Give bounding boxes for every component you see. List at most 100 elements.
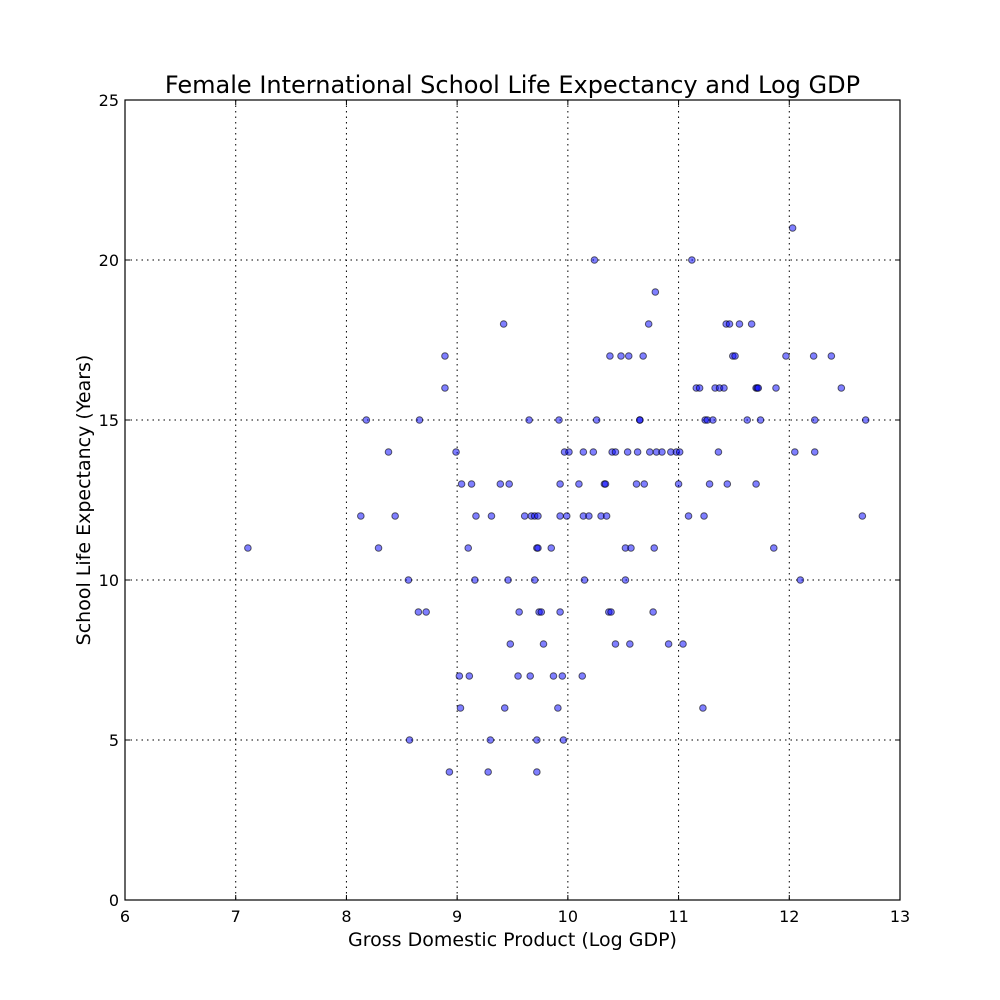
data-point	[547, 544, 556, 552]
data-point	[558, 672, 567, 680]
data-point	[809, 352, 818, 360]
data-point	[486, 736, 495, 744]
data-point	[391, 512, 399, 520]
x-tick-label: 12	[779, 907, 799, 926]
data-point	[796, 576, 805, 584]
y-tick-label: 0	[109, 891, 119, 910]
data-point	[645, 448, 654, 456]
data-point	[725, 320, 734, 328]
data-point	[636, 416, 644, 424]
data-point	[504, 576, 512, 584]
data-point	[858, 512, 867, 520]
data-point	[626, 640, 634, 648]
data-point	[575, 480, 583, 488]
data-point	[658, 448, 666, 456]
chart-title: Female International School Life Expecta…	[165, 71, 860, 99]
data-point	[422, 608, 430, 616]
data-point	[539, 640, 548, 648]
data-point	[500, 704, 509, 712]
data-point	[515, 608, 523, 616]
data-point	[452, 448, 460, 456]
data-point	[674, 480, 683, 488]
data-point	[465, 672, 474, 680]
data-point	[679, 640, 687, 648]
data-point	[580, 576, 589, 584]
data-point	[520, 512, 529, 520]
data-point	[525, 416, 533, 424]
data-point	[559, 736, 568, 744]
data-point	[606, 352, 614, 360]
data-point	[743, 416, 752, 424]
data-point	[562, 512, 571, 520]
grid-layer	[125, 100, 900, 900]
data-point	[362, 416, 371, 424]
data-point	[415, 416, 424, 424]
data-point	[602, 512, 611, 520]
data-point	[441, 384, 449, 392]
data-point	[633, 448, 642, 456]
data-point	[639, 352, 647, 360]
x-tick-label: 13	[890, 907, 910, 926]
data-point	[565, 448, 573, 456]
data-point	[607, 608, 615, 616]
data-point	[471, 576, 479, 584]
data-point	[700, 512, 708, 520]
data-point	[640, 480, 649, 488]
data-point	[533, 736, 541, 744]
data-point	[556, 608, 564, 616]
data-point	[810, 448, 819, 456]
data-point	[590, 256, 599, 264]
data-point	[499, 320, 508, 328]
x-tick-label: 6	[120, 907, 130, 926]
data-point	[464, 544, 473, 552]
data-point	[384, 448, 393, 456]
data-point	[611, 448, 620, 456]
data-point	[472, 512, 480, 520]
data-point	[441, 352, 449, 360]
data-point	[534, 544, 542, 552]
data-point	[837, 384, 846, 392]
data-point	[650, 544, 659, 552]
data-point	[788, 224, 797, 232]
data-point	[556, 480, 564, 488]
data-point	[526, 672, 535, 680]
x-tick-label: 8	[341, 907, 351, 926]
data-point	[791, 448, 799, 456]
data-point	[578, 672, 587, 680]
data-point	[651, 288, 660, 296]
x-tick-label: 7	[231, 907, 241, 926]
data-point	[714, 448, 723, 456]
data-point	[705, 480, 714, 488]
data-point	[537, 608, 546, 616]
data-point	[756, 416, 765, 424]
y-tick-label: 25	[99, 91, 119, 110]
data-point	[709, 416, 717, 424]
data-point	[244, 544, 252, 552]
data-point	[747, 320, 756, 328]
data-point	[487, 512, 496, 520]
data-point	[533, 768, 541, 776]
data-point	[585, 512, 593, 520]
points-layer	[244, 224, 870, 776]
data-point	[467, 480, 476, 488]
data-point	[414, 608, 423, 616]
data-point	[720, 384, 728, 392]
x-axis-label: Gross Domestic Product (Log GDP)	[348, 929, 677, 951]
data-point	[810, 416, 819, 424]
data-point	[589, 448, 598, 456]
data-point	[782, 352, 790, 360]
data-point	[534, 512, 542, 520]
data-point	[632, 480, 641, 488]
data-point	[484, 768, 492, 776]
y-tick-label: 20	[99, 251, 119, 270]
data-point	[723, 480, 732, 488]
x-tick-label: 10	[558, 907, 578, 926]
y-tick-label: 15	[99, 411, 119, 430]
data-point	[549, 672, 558, 680]
data-point	[611, 640, 620, 648]
data-point	[554, 704, 562, 712]
data-point	[617, 352, 625, 360]
data-point	[621, 576, 630, 584]
